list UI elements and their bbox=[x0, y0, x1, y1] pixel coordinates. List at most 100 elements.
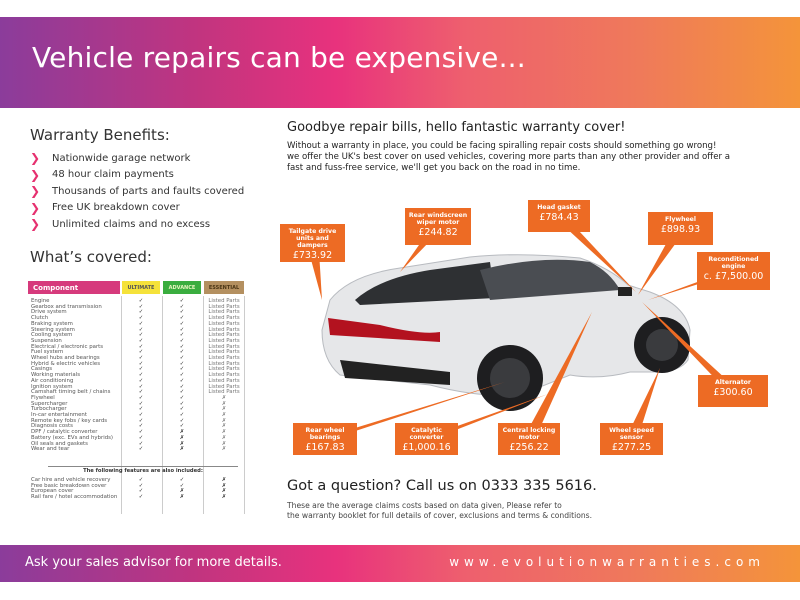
component-name: Diagnosis costs bbox=[31, 423, 73, 430]
coverage-cell: ✓ bbox=[138, 446, 144, 453]
callout-pointer bbox=[638, 228, 687, 295]
callout-pointer bbox=[319, 382, 505, 439]
divider bbox=[121, 296, 122, 514]
callout-price: £244.82 bbox=[418, 227, 458, 238]
coverage-cell: ✗ bbox=[221, 429, 227, 436]
coverage-cell: Listed Parts bbox=[208, 389, 240, 396]
component-name: Rail fare / hotel accommodation bbox=[31, 494, 118, 501]
coverage-cell: ✓ bbox=[179, 412, 185, 419]
component-name: Oil seals and gaskets bbox=[31, 440, 88, 447]
component-name: Hybrid & electric vehicles bbox=[31, 360, 101, 367]
coverage-cell: ✓ bbox=[179, 482, 185, 489]
coverage-cell: ✓ bbox=[138, 309, 144, 316]
callout-price: £1,000.16 bbox=[402, 442, 451, 453]
coverage-cell: ✓ bbox=[138, 366, 144, 373]
component-name: Remote key fobs / key cards bbox=[31, 417, 108, 424]
component-name: Working materials bbox=[31, 372, 81, 379]
coverage-cell: ✓ bbox=[138, 320, 144, 327]
extras-title: The following features are also included… bbox=[48, 466, 238, 474]
chevron-right-icon: ❯ bbox=[30, 151, 41, 166]
component-name: DPF / catalytic converter bbox=[31, 429, 98, 436]
list-item: ❯ Free UK breakdown cover bbox=[30, 200, 180, 215]
coverage-cell: Listed Parts bbox=[208, 372, 240, 379]
coverage-cell: ✗ bbox=[179, 494, 185, 501]
coverage-cell: ✓ bbox=[179, 349, 185, 356]
repair-cost-callout: Rear wheel bearings £167.83 bbox=[293, 423, 357, 455]
coverage-cell: ✓ bbox=[138, 440, 144, 447]
callout-label: Reconditioned engine bbox=[708, 256, 759, 270]
coverage-cell: ✗ bbox=[221, 417, 227, 424]
coverage-cell: ✗ bbox=[179, 440, 185, 447]
chevron-right-icon: ❯ bbox=[30, 167, 41, 182]
coverage-cell: ✓ bbox=[179, 406, 185, 413]
coverage-cell: ✓ bbox=[138, 434, 144, 441]
component-name: Battery (exc. EVs and hybrids) bbox=[31, 434, 114, 441]
list-item: ❯ 48 hour claim payments bbox=[30, 167, 174, 182]
footer-text: Ask your sales advisor for more details. bbox=[25, 555, 282, 570]
component-name: Casings bbox=[31, 366, 53, 373]
callout-pointer bbox=[523, 312, 592, 439]
coverage-cell: ✓ bbox=[179, 309, 185, 316]
coverage-cell: ✗ bbox=[221, 494, 227, 501]
coverage-cell: Listed Parts bbox=[208, 309, 240, 316]
coverage-cell: ✓ bbox=[179, 377, 185, 384]
page-title: Vehicle repairs can be expensive... bbox=[32, 41, 526, 74]
coverage-cell: ✓ bbox=[179, 315, 185, 322]
coverage-cell: ✗ bbox=[179, 446, 185, 453]
coverage-cell: ✓ bbox=[179, 360, 185, 367]
coverage-cell: ✓ bbox=[179, 366, 185, 373]
component-name: Camshaft timing belt / chains bbox=[31, 389, 111, 396]
chevron-right-icon: ❯ bbox=[30, 184, 41, 199]
list-item: ❯ Unlimited claims and no excess bbox=[30, 217, 211, 232]
column-header-essential: ESSENTIAL bbox=[204, 281, 244, 294]
callout-price: £277.25 bbox=[611, 442, 652, 453]
coverage-cell: ✓ bbox=[138, 488, 144, 495]
coverage-cell: ✓ bbox=[138, 477, 144, 483]
website-link[interactable]: www.evolutionwarranties.com bbox=[449, 555, 765, 569]
component-name: Clutch bbox=[31, 315, 49, 322]
callout-price: c. £7,500.00 bbox=[703, 271, 764, 282]
coverage-cell: ✓ bbox=[179, 383, 185, 390]
coverage-cell: ✗ bbox=[221, 434, 227, 441]
coverage-cell: ✓ bbox=[138, 377, 144, 384]
coverage-cell: ✓ bbox=[179, 298, 185, 304]
benefits-list: ❯ Nationwide garage network ❯ 48 hour clai… bbox=[30, 150, 244, 233]
body-line: Without a warranty in place, you could b… bbox=[287, 141, 717, 151]
column-header-advance: ADVANCE bbox=[163, 281, 201, 294]
repair-cost-callout: Central locking motor £256.22 bbox=[498, 423, 560, 455]
coverage-cell: ✓ bbox=[179, 355, 185, 362]
component-name: Wheel hubs and bearings bbox=[31, 355, 100, 362]
coverage-cell: ✓ bbox=[138, 389, 144, 396]
component-name: Ignition system bbox=[31, 383, 73, 390]
component-name: Gearbox and transmission bbox=[31, 303, 102, 310]
component-name: Flywheel bbox=[31, 394, 55, 401]
callout-pointer bbox=[553, 216, 636, 292]
callout-label: Rear wheel bearings bbox=[305, 427, 345, 441]
coverage-cell: Listed Parts bbox=[208, 315, 240, 322]
coverage-cell: ✓ bbox=[179, 303, 185, 310]
component-name: Suspension bbox=[31, 337, 62, 344]
list-item: ❯ Thousands of parts and faults covered bbox=[30, 184, 245, 199]
callout-label: Flywheel bbox=[664, 216, 697, 223]
repair-cost-callout: Head gasket £784.43 bbox=[528, 200, 590, 232]
coverage-cell: ✓ bbox=[179, 394, 185, 401]
coverage-cell: ✓ bbox=[138, 343, 144, 350]
callout-price: £784.43 bbox=[539, 212, 579, 223]
coverage-cell: ✗ bbox=[221, 394, 227, 401]
callout-label: Wheel speed sensor bbox=[609, 427, 654, 441]
callout-label: Rear windscreen wiper motor bbox=[408, 212, 468, 226]
disclaimer: These are the average claims costs based… bbox=[287, 501, 593, 520]
headline: Goodbye repair bills, hello fantastic wa… bbox=[287, 120, 626, 135]
callout-price: £256.22 bbox=[509, 442, 549, 453]
coverage-cell: ✗ bbox=[221, 406, 227, 413]
callout-pointer bbox=[642, 302, 739, 391]
coverage-cell: ✓ bbox=[138, 383, 144, 390]
component-name: Cooling system bbox=[31, 332, 73, 339]
contact-question: Got a question? Call us on 0333 335 5616… bbox=[287, 478, 597, 494]
coverage-cell: Listed Parts bbox=[208, 303, 240, 310]
body-line: we offer the UK's best cover on used veh… bbox=[287, 152, 731, 162]
coverage-cell: ✓ bbox=[179, 417, 185, 424]
coverage-cell: Listed Parts bbox=[208, 298, 240, 304]
component-name: Air conditioning bbox=[31, 377, 74, 384]
